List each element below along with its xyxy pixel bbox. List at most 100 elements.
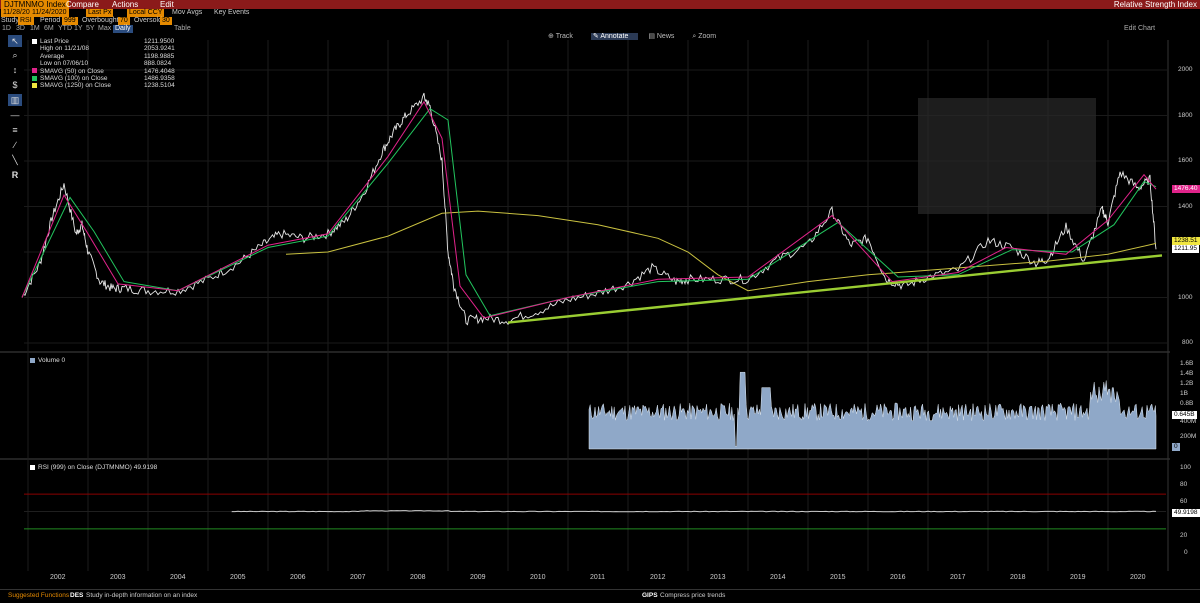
chart-area[interactable] bbox=[0, 40, 1200, 571]
news-button[interactable]: ▤ News bbox=[648, 33, 675, 40]
rsi-icon[interactable]: R bbox=[11, 170, 19, 180]
oversold-field[interactable]: 30 bbox=[160, 17, 172, 25]
rsi-tick: 0 bbox=[1184, 549, 1188, 556]
year-tick: 2002 bbox=[50, 574, 66, 581]
volume-tick: 1.6B bbox=[1180, 360, 1194, 367]
tab-6m[interactable]: 6M bbox=[44, 25, 54, 32]
pen-icon[interactable]: ∕ bbox=[14, 140, 16, 150]
tab-1d[interactable]: 1D bbox=[2, 25, 11, 32]
period-label: Period bbox=[40, 17, 61, 24]
des-function-code[interactable]: DES bbox=[70, 592, 84, 599]
title-bar: DJTMNMO Index Compare Actions Edit Relat… bbox=[0, 0, 1200, 9]
legend-sma100: SMAVG (100) on Close 1486.9358 bbox=[32, 75, 175, 82]
overbought-field[interactable]: 70 bbox=[118, 17, 130, 25]
date-to-field[interactable]: 11/24/2020 bbox=[30, 9, 69, 17]
frequency-select[interactable]: Daily bbox=[113, 25, 133, 33]
year-tick: 2016 bbox=[890, 574, 906, 581]
drawing-toolbar: ↖ ⌕ ↕ $ ▥ — ≡ ∕ ╲ R bbox=[0, 33, 24, 183]
news-label: News bbox=[656, 33, 675, 40]
chart-icon[interactable]: ▥ bbox=[8, 94, 22, 106]
sma1250-line bbox=[285, 210, 1157, 292]
ruler-icon[interactable]: ╲ bbox=[12, 155, 18, 165]
price-tick: 1800 bbox=[1178, 112, 1193, 119]
tab-5y[interactable]: 5Y bbox=[86, 25, 95, 32]
legend-value: 2053.9241 bbox=[144, 45, 175, 53]
volume-legend-text: Volume 0 bbox=[38, 357, 66, 364]
fib-icon[interactable]: ≡ bbox=[12, 125, 18, 135]
legend-high: High on 11/21/08 2053.9241 bbox=[32, 45, 175, 53]
tab-3d[interactable]: 3D bbox=[16, 25, 25, 32]
annotate-button[interactable]: ✎ Annotate bbox=[590, 33, 639, 40]
edit-chart-button[interactable]: Edit Chart bbox=[1124, 25, 1156, 32]
legend-label: SMAVG (1250) on Close bbox=[40, 82, 112, 90]
sma50-line bbox=[21, 100, 1157, 319]
tab-ytd[interactable]: YTD bbox=[58, 25, 72, 32]
year-tick: 2004 bbox=[170, 574, 186, 581]
oversold-label: Oversold bbox=[134, 17, 163, 24]
suggested-functions-bar: Suggested Functions DES Study in-depth i… bbox=[0, 589, 1200, 603]
pointer-icon[interactable]: ↖ bbox=[8, 35, 22, 47]
ticker-field[interactable]: DJTMNMO Index bbox=[1, 0, 69, 9]
gips-function-code[interactable]: GIPS bbox=[642, 592, 658, 599]
year-tick: 2017 bbox=[950, 574, 966, 581]
period-tabs-row: 1D 3D 1M 6M YTD 1Y 5Y Max Daily Table Ed… bbox=[0, 25, 1200, 33]
legend-sma1250: SMAVG (1250) on Close 1238.5104 bbox=[32, 82, 175, 90]
des-function-text[interactable]: Study in-depth information on an index bbox=[86, 592, 198, 599]
dollar-icon[interactable]: $ bbox=[12, 80, 18, 90]
study-field[interactable]: RSI bbox=[18, 17, 34, 25]
legend-last-price: Last Price 1211.9500 bbox=[32, 38, 175, 45]
volume-tick: 1.4B bbox=[1180, 370, 1194, 377]
line-icon[interactable]: ↕ bbox=[12, 65, 18, 75]
actions-menu[interactable]: Actions bbox=[112, 0, 139, 9]
volume-tick: 400M bbox=[1180, 418, 1197, 425]
gips-function-text[interactable]: Compress price trends bbox=[660, 592, 726, 599]
table-button[interactable]: Table bbox=[174, 25, 191, 32]
edit-menu[interactable]: Edit bbox=[160, 0, 174, 9]
year-tick: 2005 bbox=[230, 574, 246, 581]
date-from-field[interactable]: 11/28/2001 bbox=[1, 9, 40, 17]
year-tick: 2015 bbox=[830, 574, 846, 581]
price-type-field[interactable]: Last Px bbox=[86, 9, 114, 17]
price-tick: 1400 bbox=[1178, 203, 1193, 210]
volume-axis: 1.6B 1.4B 1.2B 1B 0.8B 400M 200M bbox=[1168, 358, 1200, 453]
volume-tick: 1.2B bbox=[1180, 380, 1194, 387]
rsi-axis: 100 80 60 20 0 bbox=[1168, 460, 1200, 570]
compare-menu[interactable]: Compare bbox=[66, 0, 99, 9]
price-legend: Last Price 1211.9500 High on 11/21/08 2053… bbox=[32, 38, 175, 90]
study-settings-row: Study RSI Period 999 Overbought 70 Overs… bbox=[0, 17, 1200, 25]
rsi-tick: 80 bbox=[1180, 481, 1188, 488]
volume-tick: 1B bbox=[1180, 390, 1188, 397]
volume-tick: 0.8B bbox=[1180, 400, 1194, 407]
tab-1m[interactable]: 1M bbox=[30, 25, 40, 32]
rsi-tick: 60 bbox=[1180, 498, 1188, 505]
volume-legend: Volume 0 bbox=[30, 357, 65, 364]
volume-zero-badge: 0 bbox=[1172, 443, 1180, 451]
year-tick: 2014 bbox=[770, 574, 786, 581]
zoom-label: Zoom bbox=[698, 33, 717, 40]
zoom-button[interactable]: ⌕ Zoom bbox=[692, 33, 717, 40]
measure-icon[interactable]: — bbox=[10, 110, 20, 120]
legend-value: 1476.4048 bbox=[144, 67, 175, 75]
track-button[interactable]: ⊕ Track bbox=[548, 33, 573, 40]
window-title: Relative Strength Index bbox=[1113, 0, 1197, 9]
currency-field[interactable]: Local CCY bbox=[127, 9, 165, 17]
year-tick: 2020 bbox=[1130, 574, 1146, 581]
mov-avgs-toggle[interactable]: Mov Avgs bbox=[172, 9, 203, 16]
tab-max[interactable]: Max bbox=[98, 25, 112, 32]
legend-label: Last Price bbox=[40, 38, 69, 45]
price-tick: 1600 bbox=[1178, 157, 1193, 164]
year-tick: 2019 bbox=[1070, 574, 1086, 581]
period-field[interactable]: 999 bbox=[62, 17, 78, 25]
year-tick: 2003 bbox=[110, 574, 126, 581]
key-events-toggle[interactable]: Key Events bbox=[214, 9, 250, 16]
suggested-functions-label: Suggested Functions bbox=[8, 592, 70, 599]
date-settings-row: 11/28/2001 11/24/2020 Last Px Local CCY … bbox=[0, 9, 1200, 17]
zoom-icon[interactable]: ⌕ bbox=[12, 50, 18, 60]
legend-value: 1238.5104 bbox=[144, 82, 175, 90]
annotate-label: Annotate bbox=[600, 33, 629, 40]
year-tick: 2007 bbox=[350, 574, 366, 581]
tab-1y[interactable]: 1Y bbox=[74, 25, 83, 32]
legend-value: 1211.9500 bbox=[144, 38, 175, 45]
study-label: Study bbox=[1, 17, 19, 24]
time-axis: 2002 2003 2004 2005 2006 2007 2008 2009 2010 2011… bbox=[20, 571, 1180, 581]
